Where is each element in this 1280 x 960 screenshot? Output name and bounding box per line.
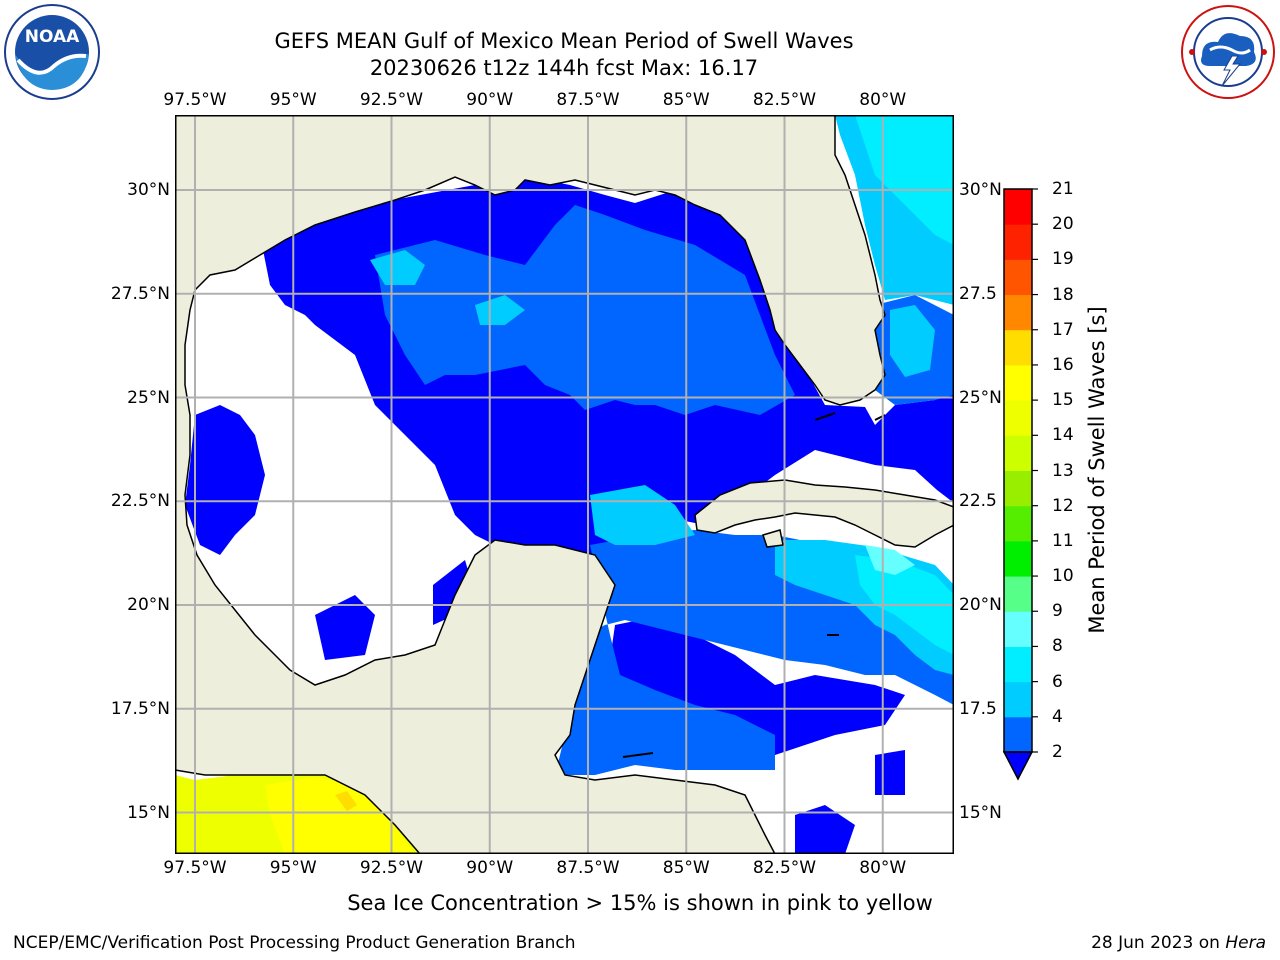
lat-tick-label: 22.5°N [110, 491, 170, 512]
colorbar-segment [1004, 681, 1032, 718]
colorbar-tick-label: 18 [1052, 284, 1074, 305]
graticule [175, 115, 954, 854]
footer-date: 28 Jun 2023 on Hera [1091, 933, 1266, 953]
map-plot [175, 115, 954, 854]
lat-tick-label: 30°N [127, 180, 170, 200]
colorbar-tick-label: 14 [1052, 425, 1074, 446]
swell-4-6s-yucatan [590, 485, 695, 545]
lat-tick-label-right: 20°N [959, 595, 1002, 615]
lon-tick-label: 87.5°W [556, 858, 620, 878]
land-north-america [175, 115, 886, 854]
colorbar-segment [1004, 646, 1032, 683]
swell-under-2s-patch-b [315, 595, 375, 660]
swell-4-6s-gulf-2 [475, 295, 525, 325]
lon-tick-label: 97.5°W [163, 858, 227, 878]
nws-logo [1181, 5, 1275, 99]
colorbar-segment [1004, 576, 1032, 612]
swell-under-2s-caribbean-se [795, 805, 855, 854]
footer-host: Hera [1225, 933, 1266, 953]
map-subtitle: 20230626 t12z 144h fcst Max: 16.17 [369, 56, 759, 80]
lon-tick-label: 95°W [269, 858, 317, 878]
colorbar-title: Mean Period of Swell Waves [s] [1085, 306, 1109, 634]
colorbar-segment [1004, 505, 1032, 542]
colorbar-segment [1004, 540, 1032, 577]
swell-2-4s [375, 205, 795, 415]
lat-tick-label-right: 27.5 [959, 283, 997, 304]
sea-ice-note: Sea Ice Concentration > 15% is shown in … [347, 891, 933, 915]
sea-ice-patch [335, 791, 357, 811]
lat-tick-label-right: 17.5 [959, 698, 997, 719]
lon-tick-label: 82.5°W [752, 858, 817, 878]
sea-ice-yellow-bright [265, 777, 415, 854]
lat-tick-label: 27.5°N [110, 283, 170, 304]
colorbar-segment [1004, 259, 1032, 296]
lat-tick-label: 17.5°N [110, 698, 170, 719]
land-isle-of-youth [762, 529, 784, 548]
lat-tick-label-right: 22.5 [959, 491, 997, 512]
lon-tick-label: 85°W [662, 858, 710, 878]
colorbar-segment [1004, 329, 1032, 366]
land-swan [622, 634, 839, 758]
colorbar-extend-triangle [1002, 751, 1034, 781]
swell-8-9s-caribbean [865, 545, 915, 575]
swell-6-8s-atlantic [855, 115, 954, 245]
lat-tick-label: 15°N [127, 802, 170, 823]
swell-4-6s-gulf [370, 250, 425, 285]
colorbar-segment [1004, 224, 1032, 260]
colorbar-segment [1004, 716, 1032, 753]
lon-tick-label: 90°W [466, 90, 514, 110]
colorbar-tick-label: 9 [1052, 601, 1063, 622]
colorbar-segment [1004, 611, 1032, 647]
colorbar-tick-label: 4 [1052, 706, 1063, 727]
colorbar-tick-label: 20 [1052, 214, 1074, 235]
colorbar [1002, 188, 1038, 781]
colorbar-segment [1004, 470, 1032, 507]
lat-tick-label: 25°N [127, 387, 170, 408]
colorbar-tick-label: 15 [1052, 390, 1074, 411]
swell-under-2s-west [185, 405, 265, 555]
colorbar-tick-label: 19 [1052, 249, 1074, 270]
colorbar-tick-label: 10 [1052, 566, 1074, 587]
lon-tick-label: 80°W [859, 90, 907, 110]
land-cuba [694, 479, 954, 548]
footer-date-text: 28 Jun 2023 on [1091, 933, 1226, 953]
colorbar-tick-label: 6 [1052, 671, 1063, 692]
lat-tick-label-right: 25°N [959, 387, 1002, 408]
noaa-logo-text: NOAA [25, 27, 80, 47]
colorbar-segment [1004, 435, 1032, 471]
lon-tick-label: 90°W [466, 858, 514, 878]
colorbar-segment [1004, 400, 1032, 436]
lon-tick-label: 97.5°W [163, 90, 227, 110]
colorbar-tick-label: 13 [1052, 460, 1074, 481]
lon-tick-label: 85°W [662, 90, 710, 110]
swell-under-2s-patch-a [875, 750, 905, 795]
colorbar-tick-label: 8 [1052, 636, 1063, 657]
map-frame [175, 115, 954, 854]
colorbar-tick-label: 21 [1052, 179, 1074, 199]
lon-tick-label: 95°W [269, 90, 317, 110]
noaa-logo: NOAA [4, 4, 100, 100]
lon-tick-label: 92.5°W [359, 858, 424, 878]
colorbar-tick-label: 16 [1052, 354, 1074, 375]
colorbar-tick-label: 12 [1052, 495, 1074, 516]
map-title: GEFS MEAN Gulf of Mexico Mean Period of … [274, 29, 854, 53]
colorbar-tick-label: 17 [1052, 319, 1074, 340]
lat-tick-label: 20°N [127, 595, 170, 615]
lat-tick-label-right: 30°N [959, 180, 1002, 200]
footer-credit: NCEP/EMC/Verification Post Processing Pr… [13, 933, 576, 953]
swell-4-6s-bahamas [890, 305, 935, 377]
colorbar-segment [1004, 189, 1032, 225]
lon-tick-label: 80°W [859, 858, 907, 878]
colorbar-segment [1004, 294, 1032, 331]
colorbar-segment [1004, 364, 1032, 401]
lon-tick-label: 92.5°W [359, 90, 424, 110]
colorbar-tick-label: 11 [1052, 530, 1074, 551]
lon-tick-label: 87.5°W [556, 90, 620, 110]
lon-tick-label: 82.5°W [752, 90, 817, 110]
lat-tick-label-right: 15°N [959, 802, 1002, 823]
colorbar-tick-label: 2 [1052, 742, 1063, 762]
